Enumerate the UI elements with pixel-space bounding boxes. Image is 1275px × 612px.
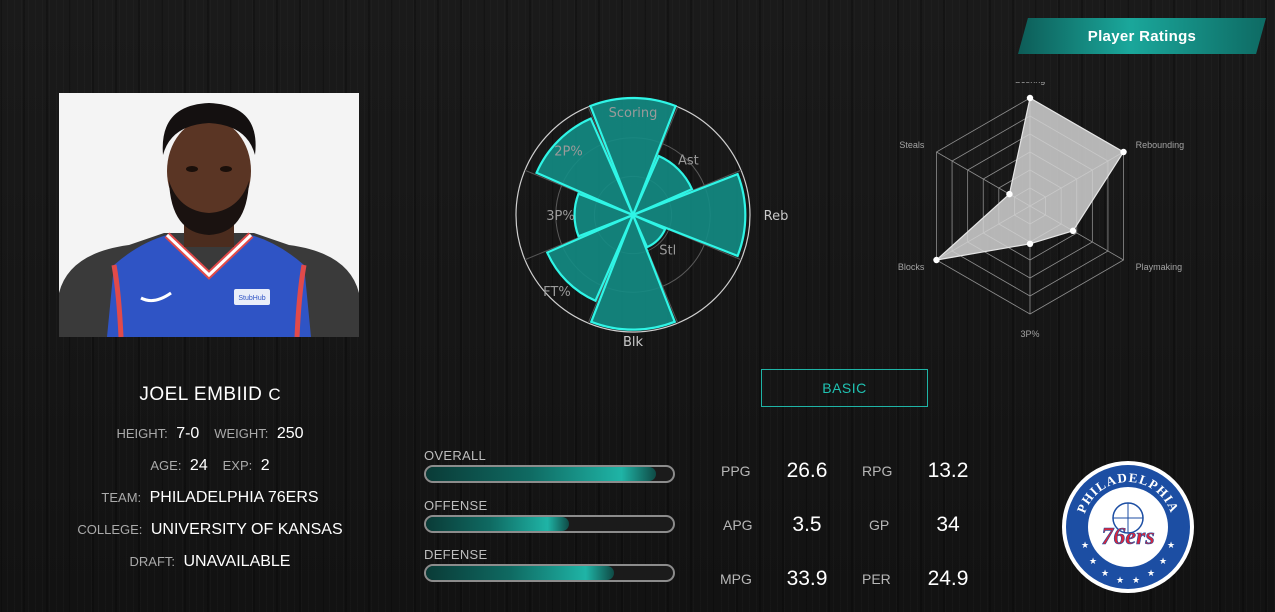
- apg-label: APG: [723, 517, 753, 533]
- gp-label: GP: [869, 517, 890, 533]
- logo-number: 76ers: [1101, 524, 1154, 550]
- offense-label: OFFENSE: [424, 498, 488, 513]
- defense-label: DEFENSE: [424, 547, 488, 562]
- radar-chart: Scoring Rebounding Playmaking 3P% Blocks Stea…: [898, 82, 1185, 339]
- college-value: UNIVERSITY OF KANSAS: [150, 521, 343, 538]
- draft-label: DRAFT:: [129, 554, 176, 569]
- radar-point-3ppct: [1026, 240, 1034, 247]
- radar-label-scoring: Scoring: [1015, 82, 1046, 85]
- player-bio: JOEL EMBIID C HEIGHT: 7-0 WEIGHT: 250 AGE…: [40, 384, 380, 578]
- team-value: PHILADELPHIA 76ERS: [149, 489, 319, 506]
- basic-view-button[interactable]: BASIC: [761, 369, 928, 407]
- exp-label: EXP:: [222, 458, 253, 473]
- jersey-badge-text: StubHub: [238, 295, 265, 302]
- polar-label-ftpct: FT%: [543, 285, 571, 300]
- polar-label-2ppct: 2P%: [554, 144, 582, 159]
- rating-defense: DEFENSE: [424, 547, 675, 582]
- age-exp-row: AGE: 24 EXP: 2: [40, 450, 380, 482]
- defense-bar-fill: [426, 566, 614, 580]
- radar-point-scoring: [1026, 94, 1034, 102]
- svg-text:★: ★: [1132, 576, 1140, 586]
- polar-label-reb: Reb: [764, 209, 789, 224]
- basketball-icon: [1112, 502, 1144, 534]
- apg-value: 3.5: [792, 513, 822, 536]
- svg-text:★: ★: [1159, 557, 1167, 567]
- rpg-label: RPG: [862, 463, 893, 479]
- height-label: HEIGHT:: [116, 426, 168, 441]
- overall-bar-fill: [426, 467, 656, 481]
- polar-wedge-reb: [629, 172, 747, 258]
- weight-value: 250: [276, 425, 304, 442]
- draft-row: DRAFT: UNAVAILABLE: [40, 546, 380, 578]
- polar-wedge-scoring: [588, 96, 678, 219]
- player-photo: StubHub: [59, 93, 359, 337]
- radar-label-steals: Steals: [899, 140, 925, 150]
- polar-wedge-ast: [630, 154, 694, 218]
- player-name: JOEL EMBIID: [139, 384, 263, 405]
- svg-text:★: ★: [1089, 557, 1097, 567]
- age-label: AGE:: [150, 458, 182, 473]
- exp-value: 2: [260, 457, 270, 474]
- overall-bar-track: [424, 465, 675, 483]
- radar-point-steals: [1006, 190, 1013, 198]
- polar-wedge-ftpct: [545, 212, 636, 303]
- polar-label-stl: Stl: [659, 244, 676, 259]
- gp-value: 34: [936, 513, 960, 536]
- polar-wedge-blk: [589, 211, 677, 331]
- per-value: 24.9: [927, 567, 969, 590]
- player-ratings-tab-label: Player Ratings: [1087, 27, 1197, 45]
- svg-text:★: ★: [1147, 569, 1155, 579]
- polar-label-ast: Ast: [678, 154, 699, 169]
- radar-point-rebounding: [1120, 148, 1127, 156]
- polar-label-3ppct: 3P%: [546, 209, 574, 224]
- radar-label-3ppct: 3P%: [1020, 329, 1039, 339]
- per-label: PER: [862, 571, 891, 587]
- radar-label-rebounding: Rebounding: [1136, 140, 1185, 150]
- height-value: 7-0: [176, 425, 200, 442]
- team-logo: PHILADELPHIA ★ ★ ★ ★ ★ ★ ★ ★ 76ers: [1062, 461, 1194, 593]
- defense-bar-track: [424, 564, 675, 582]
- team-label: TEAM:: [101, 490, 142, 505]
- draft-value: UNAVAILABLE: [183, 553, 291, 570]
- offense-bar-track: [424, 515, 675, 533]
- svg-text:★: ★: [1101, 569, 1109, 579]
- radar-area: [934, 97, 1125, 261]
- polar-area-chart: Scoring Ast Reb Stl Blk FT% 3P% 2P%: [515, 96, 789, 350]
- rpg-value: 13.2: [927, 459, 969, 482]
- weight-label: WEIGHT:: [214, 426, 269, 441]
- overall-label: OVERALL: [424, 448, 487, 463]
- radar-label-playmaking: Playmaking: [1136, 262, 1183, 272]
- polar-label-blk: Blk: [623, 335, 644, 350]
- svg-text:★: ★: [1081, 541, 1089, 551]
- team-row: TEAM: PHILADELPHIA 76ERS: [40, 482, 380, 514]
- polar-label-scoring: Scoring: [609, 106, 658, 121]
- logo-stars: ★ ★ ★ ★ ★ ★ ★ ★: [1081, 541, 1175, 586]
- ppg-label: PPG: [721, 463, 751, 479]
- polar-wedge-stl: [630, 212, 667, 249]
- rating-overall: OVERALL: [424, 448, 675, 483]
- college-row: COLLEGE: UNIVERSITY OF KANSAS: [40, 514, 380, 546]
- age-value: 24: [189, 457, 208, 474]
- college-label: COLLEGE:: [77, 522, 143, 537]
- rating-offense: OFFENSE: [424, 498, 675, 533]
- offense-bar-fill: [426, 517, 570, 531]
- player-ratings-tab[interactable]: Player Ratings: [1018, 18, 1266, 54]
- radar-label-blocks: Blocks: [898, 262, 925, 272]
- mpg-label: MPG: [720, 571, 752, 587]
- svg-text:★: ★: [1116, 576, 1124, 586]
- polar-wedge-3ppct: [573, 192, 637, 238]
- svg-text:★: ★: [1167, 541, 1175, 551]
- polar-wedge-2ppct: [535, 117, 636, 218]
- ppg-value: 26.6: [786, 459, 828, 482]
- mpg-value: 33.9: [786, 567, 828, 590]
- player-position: C: [268, 385, 281, 404]
- radar-point-blocks: [933, 256, 940, 264]
- height-weight-row: HEIGHT: 7-0 WEIGHT: 250: [40, 418, 380, 450]
- radar-point-playmaking: [1069, 227, 1077, 235]
